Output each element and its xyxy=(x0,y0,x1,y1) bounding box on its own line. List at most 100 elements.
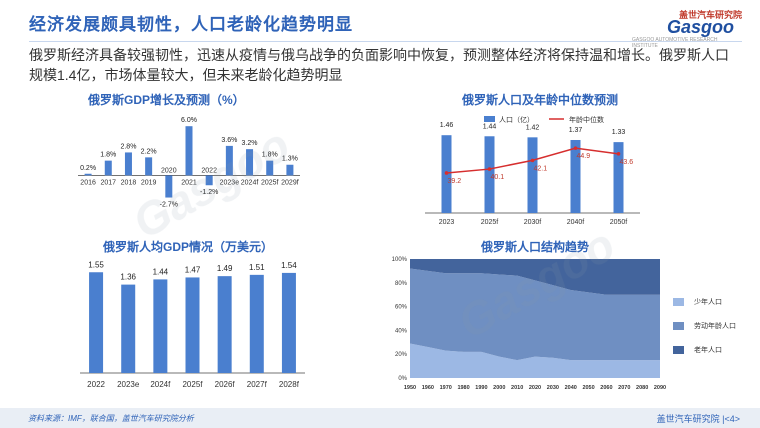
bar xyxy=(89,272,104,373)
bar xyxy=(84,173,92,176)
bar xyxy=(124,152,132,176)
bar xyxy=(266,160,274,176)
tick-label: 2024f xyxy=(150,380,171,389)
x-tick-label: 1980 xyxy=(457,385,469,391)
bar xyxy=(225,145,233,176)
legend-label: 老年人口 xyxy=(694,347,722,354)
data-label: 0.2% xyxy=(80,165,96,172)
x-tick-label: 2030 xyxy=(547,385,559,391)
legend-item-working: 劳动年龄人口 xyxy=(673,314,736,338)
data-label: 1.51 xyxy=(249,263,265,272)
bar xyxy=(286,164,294,176)
area-working-age xyxy=(410,268,660,361)
median-age-label: 44.9 xyxy=(577,153,591,160)
bar xyxy=(145,157,153,176)
page-number: |<4> xyxy=(722,414,740,424)
data-label: 1.54 xyxy=(281,261,297,270)
population-structure-title: 俄罗斯人口结构趋势 xyxy=(481,240,590,254)
bar xyxy=(121,284,136,373)
y-tick-label: 0% xyxy=(398,376,407,382)
tick-label: 2016 xyxy=(80,179,96,186)
legend-swatch xyxy=(673,298,684,306)
population-label: 1.33 xyxy=(612,129,626,136)
logo-cn: 盖世汽车研究院 xyxy=(678,10,742,20)
population-bar xyxy=(613,142,624,213)
median-age-point xyxy=(487,167,492,171)
y-tick-label: 60% xyxy=(395,305,408,311)
tick-label: 2028f xyxy=(279,380,300,389)
tick-label: 2021 xyxy=(181,179,197,186)
legend-label: 劳动年龄人口 xyxy=(694,323,736,330)
bar xyxy=(104,160,112,176)
x-tick-label: 2010 xyxy=(511,385,523,391)
logo-tag: GASGOO AUTOMOTIVE RESEARCH INSTITUTE xyxy=(632,37,718,49)
x-tick-label: 2000 xyxy=(493,385,505,391)
tick-label: 2030f xyxy=(524,219,542,226)
x-tick-label: 1970 xyxy=(440,385,452,391)
x-tick-label: 1960 xyxy=(422,385,434,391)
data-label: 3.2% xyxy=(242,140,258,147)
bar xyxy=(249,274,264,373)
tick-label: 2020 xyxy=(161,167,177,174)
area-elderly xyxy=(410,259,660,295)
median-age-point xyxy=(444,171,449,175)
population-label: 1.37 xyxy=(569,127,583,134)
population-title: 俄罗斯人口及年龄中位数预测 xyxy=(462,93,619,107)
title-divider xyxy=(29,41,742,42)
bar xyxy=(185,126,193,176)
tick-label: 2019 xyxy=(141,179,157,186)
footer-source: 资料来源：IMF，联合国，盖世汽车研究院分析 xyxy=(28,414,194,423)
legend-item-elderly: 老年人口 xyxy=(673,338,736,362)
area-youth xyxy=(410,343,660,378)
legend-item-youth: 少年人口 xyxy=(673,290,736,314)
median-age-point xyxy=(573,146,578,150)
summary-text: 俄罗斯经济具备较强韧性，迅速从疫情与俄乌战争的负面影响中恢复，预测整体经济将保持… xyxy=(29,47,729,83)
y-tick-label: 100% xyxy=(392,257,408,263)
population-label: 1.46 xyxy=(440,122,454,129)
legend-label-median-age: 年龄中位数 xyxy=(569,115,604,124)
population-label: 1.44 xyxy=(483,123,497,130)
data-label: 1.49 xyxy=(217,264,233,273)
population-bar xyxy=(570,139,581,213)
tick-label: 2022 xyxy=(201,167,217,174)
tick-label: 2025f xyxy=(481,219,499,226)
legend-label-population: 人口（亿） xyxy=(499,115,534,124)
bar xyxy=(281,272,296,373)
gdp-per-capita-title: 俄罗斯人均GDP情况（万美元） xyxy=(103,240,274,254)
x-tick-label: 2040 xyxy=(565,385,577,391)
population-label: 1.42 xyxy=(526,124,540,131)
tick-label: 2025f xyxy=(261,179,279,186)
data-label: 1.47 xyxy=(185,265,201,274)
tick-label: 2024f xyxy=(241,179,259,186)
data-label: -2.7% xyxy=(160,202,178,209)
data-label: 1.3% xyxy=(282,156,298,163)
tick-label: 2027f xyxy=(247,380,268,389)
tick-label: 2022 xyxy=(87,380,105,389)
bar xyxy=(153,279,168,373)
x-tick-label: 2020 xyxy=(529,385,541,391)
legend-swatch-population xyxy=(484,116,495,122)
data-label: 1.36 xyxy=(120,273,136,282)
data-label: 1.8% xyxy=(262,152,278,159)
x-tick-label: 2070 xyxy=(618,385,630,391)
bar xyxy=(246,149,254,176)
data-label: 3.6% xyxy=(221,137,237,144)
x-tick-label: 1990 xyxy=(475,385,487,391)
legend-label: 少年人口 xyxy=(694,299,722,306)
legend-swatch xyxy=(673,346,684,354)
brand-logo: 盖世汽车研究院 Gasgoo GASGOO AUTOMOTIVE RESEARC… xyxy=(632,8,742,49)
data-label: 2.8% xyxy=(120,143,136,150)
footer-brand: 盖世汽车研究院 |<4> xyxy=(657,412,740,425)
bar xyxy=(185,277,200,373)
data-label: 1.55 xyxy=(88,260,104,269)
bar xyxy=(205,175,213,186)
structure-legend: 少年人口 劳动年龄人口 老年人口 xyxy=(673,290,736,362)
y-tick-label: 80% xyxy=(395,281,408,287)
tick-label: 2023 xyxy=(439,219,455,226)
median-age-label: 40.1 xyxy=(491,174,505,181)
data-label: -1.2% xyxy=(200,189,218,196)
